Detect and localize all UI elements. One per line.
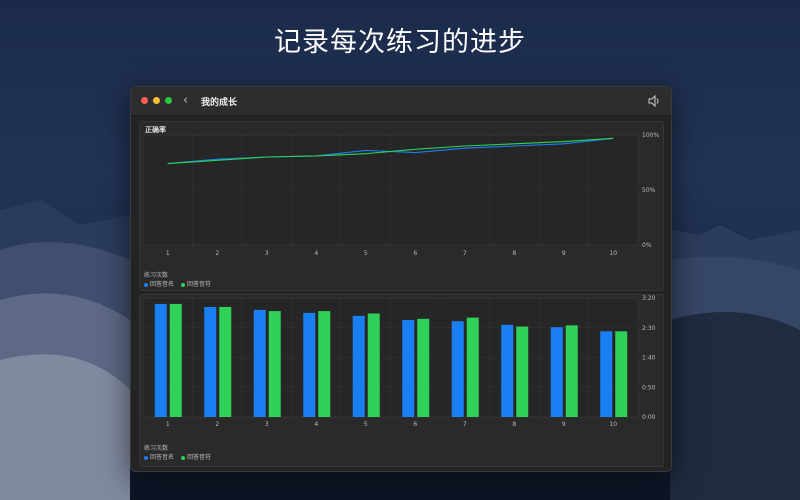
time-chart: 3:20 2:30 1:40 0:50 0:00 1 2 3 4 5 6 7 8 9 10: [142, 295, 656, 428]
y-tick-label: 0%: [642, 242, 652, 249]
x-tick-label: 3: [265, 421, 269, 428]
bar: [417, 318, 430, 417]
y-tick-label: 50%: [642, 187, 656, 194]
bar: [169, 303, 182, 417]
y-tick-label: 0:50: [642, 384, 656, 391]
x-tick-label: 1: [166, 250, 170, 257]
window-title: 我的成长: [201, 98, 238, 108]
x-tick-label: 10: [609, 250, 617, 257]
bar: [615, 331, 628, 417]
app-window: ‹ 我的成长 正确率 100% 50% 0% 1 2 3 4 5 6 7 8 9 10 练习次数 回答音…: [130, 86, 672, 472]
headline: 记录每次练习的进步: [274, 27, 526, 58]
legend-item: 回答音名: [144, 454, 174, 461]
y-tick-label: 1:40: [642, 355, 656, 362]
bar: [466, 317, 479, 417]
speaker-icon[interactable]: [647, 94, 661, 108]
y-tick-label: 3:20: [642, 295, 656, 302]
accuracy-panel: 正确率 100% 50% 0% 1 2 3 4 5 6 7 8 9 10 练习次数 回答音名 回答音符: [139, 121, 664, 291]
y-tick-label: 0:00: [642, 414, 656, 421]
y-tick-label: 2:30: [642, 325, 656, 332]
legend-item: 回答音符: [180, 454, 211, 461]
x-tick-label: 9: [562, 421, 566, 428]
x-tick-label: 7: [463, 250, 467, 257]
time-legend: 回答音名 回答音符: [144, 452, 216, 461]
bar: [268, 311, 281, 417]
x-tick-label: 2: [215, 421, 219, 428]
x-tick-label: 4: [314, 250, 318, 257]
title-bar: ‹ 我的成长: [131, 87, 671, 116]
bar: [253, 309, 266, 417]
chevron-left-icon[interactable]: ‹: [183, 93, 189, 108]
x-tick-label: 9: [562, 250, 566, 257]
x-tick-label: 6: [413, 250, 417, 257]
bar: [352, 315, 365, 417]
x-tick-label: 8: [512, 421, 516, 428]
bar: [318, 311, 331, 417]
x-tick-label: 4: [314, 421, 318, 428]
x-tick-label: 7: [463, 421, 467, 428]
legend-item: 回答音名: [144, 281, 174, 288]
bar: [154, 303, 167, 417]
bar: [550, 327, 563, 417]
bar: [402, 320, 415, 417]
x-tick-label: 2: [215, 250, 219, 257]
accuracy-x-title: 练习次数: [144, 272, 169, 279]
x-tick-label: 3: [265, 250, 269, 257]
x-tick-label: 8: [512, 250, 516, 257]
accuracy-chart: 100% 50% 0% 1 2 3 4 5 6 7 8 9 10: [142, 132, 659, 257]
accuracy-chart-title: 正确率: [145, 126, 166, 134]
legend-item: 回答音符: [180, 281, 211, 288]
series-line: [167, 137, 614, 165]
x-tick-label: 5: [364, 250, 368, 257]
bar: [516, 326, 529, 417]
bar: [204, 306, 217, 417]
accuracy-legend: 回答音名 回答音符: [144, 279, 216, 288]
x-tick-label: 6: [413, 421, 417, 428]
y-tick-label: 100%: [642, 132, 659, 139]
close-button[interactable]: [141, 97, 148, 104]
x-tick-label: 5: [364, 421, 368, 428]
bar: [501, 324, 514, 417]
zoom-button[interactable]: [165, 97, 172, 104]
bar: [303, 312, 316, 417]
bar: [451, 321, 464, 417]
bar: [219, 306, 232, 417]
bar: [600, 331, 613, 417]
x-tick-label: 10: [609, 421, 617, 428]
bar: [565, 325, 578, 417]
x-tick-label: 1: [166, 421, 170, 428]
time-x-title: 练习次数: [144, 445, 169, 452]
bar: [367, 313, 380, 417]
minimize-button[interactable]: [153, 97, 160, 104]
